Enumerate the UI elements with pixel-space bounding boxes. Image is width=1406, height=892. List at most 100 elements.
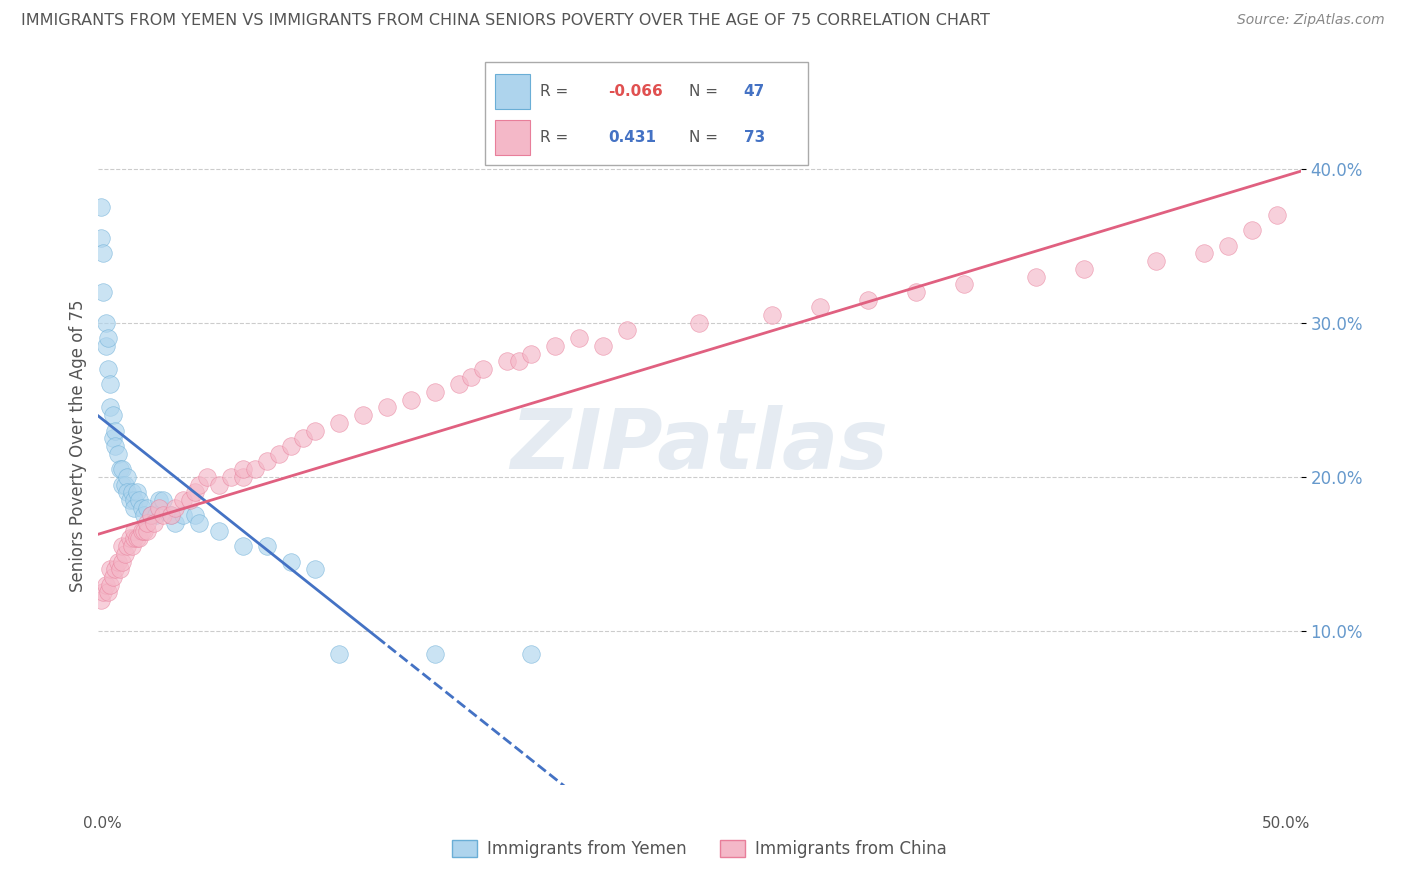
Point bbox=[91, 246, 114, 260]
Point bbox=[117, 539, 139, 553]
Point bbox=[152, 492, 174, 507]
FancyBboxPatch shape bbox=[495, 120, 530, 155]
Point bbox=[107, 555, 129, 569]
Point bbox=[111, 555, 134, 569]
Point bbox=[104, 439, 127, 453]
Point bbox=[1194, 246, 1216, 260]
Point bbox=[232, 539, 254, 553]
Point bbox=[1144, 254, 1167, 268]
Point bbox=[1073, 261, 1095, 276]
Point bbox=[114, 477, 136, 491]
FancyBboxPatch shape bbox=[495, 74, 530, 109]
Point bbox=[761, 308, 783, 322]
Point bbox=[304, 424, 326, 438]
Text: R =: R = bbox=[540, 84, 568, 99]
Point bbox=[304, 562, 326, 576]
Text: N =: N = bbox=[689, 84, 718, 99]
Point bbox=[172, 492, 194, 507]
Point bbox=[267, 447, 290, 461]
Point bbox=[94, 316, 117, 330]
Point bbox=[423, 385, 446, 400]
Point bbox=[219, 470, 242, 484]
Point bbox=[1025, 269, 1047, 284]
Point bbox=[124, 500, 146, 515]
Point bbox=[145, 508, 167, 523]
Text: 50.0%: 50.0% bbox=[1263, 816, 1310, 830]
Point bbox=[1218, 238, 1240, 252]
Point bbox=[1241, 223, 1264, 237]
Point bbox=[104, 424, 127, 438]
Point bbox=[135, 516, 157, 530]
Text: 47: 47 bbox=[744, 84, 765, 99]
Text: 73: 73 bbox=[744, 130, 765, 145]
Point bbox=[291, 431, 314, 445]
Point bbox=[121, 485, 143, 500]
Point bbox=[111, 462, 134, 476]
Point bbox=[128, 532, 150, 546]
Point bbox=[159, 508, 181, 523]
Text: 0.431: 0.431 bbox=[607, 130, 657, 145]
Point bbox=[508, 354, 530, 368]
Point bbox=[104, 562, 127, 576]
Point bbox=[328, 647, 350, 661]
Point bbox=[100, 577, 122, 591]
Point bbox=[183, 485, 205, 500]
Point bbox=[447, 377, 470, 392]
Point bbox=[399, 392, 422, 407]
Text: IMMIGRANTS FROM YEMEN VS IMMIGRANTS FROM CHINA SENIORS POVERTY OVER THE AGE OF 7: IMMIGRANTS FROM YEMEN VS IMMIGRANTS FROM… bbox=[21, 13, 990, 29]
Point bbox=[100, 401, 122, 415]
Point bbox=[97, 331, 120, 345]
Point bbox=[131, 500, 153, 515]
FancyBboxPatch shape bbox=[485, 62, 808, 165]
Point bbox=[148, 492, 170, 507]
Text: R =: R = bbox=[540, 130, 568, 145]
Point bbox=[208, 477, 231, 491]
Point bbox=[94, 577, 117, 591]
Point bbox=[256, 539, 278, 553]
Point bbox=[124, 492, 146, 507]
Point bbox=[118, 532, 141, 546]
Point bbox=[131, 524, 153, 538]
Point bbox=[117, 485, 139, 500]
Point bbox=[90, 593, 112, 607]
Point bbox=[256, 454, 278, 468]
Point bbox=[1265, 208, 1288, 222]
Point bbox=[188, 516, 211, 530]
Point bbox=[132, 508, 155, 523]
Point bbox=[125, 485, 148, 500]
Point bbox=[125, 532, 148, 546]
Point bbox=[141, 508, 163, 523]
Point bbox=[188, 477, 211, 491]
Legend: Immigrants from Yemen, Immigrants from China: Immigrants from Yemen, Immigrants from C… bbox=[446, 833, 953, 864]
Point bbox=[90, 200, 112, 214]
Text: 0.0%: 0.0% bbox=[83, 816, 122, 830]
Point bbox=[124, 524, 146, 538]
Point bbox=[179, 492, 201, 507]
Point bbox=[101, 570, 124, 584]
Point bbox=[328, 416, 350, 430]
Point bbox=[108, 462, 131, 476]
Point bbox=[108, 562, 131, 576]
Point bbox=[904, 285, 927, 299]
Point bbox=[107, 447, 129, 461]
Point bbox=[544, 339, 567, 353]
Point bbox=[280, 555, 302, 569]
Point bbox=[460, 369, 482, 384]
Point bbox=[232, 470, 254, 484]
Text: N =: N = bbox=[689, 130, 718, 145]
Point bbox=[111, 477, 134, 491]
Point bbox=[101, 408, 124, 422]
Point bbox=[91, 585, 114, 599]
Point bbox=[208, 524, 231, 538]
Point bbox=[121, 539, 143, 553]
Point bbox=[118, 492, 141, 507]
Point bbox=[195, 470, 218, 484]
Point bbox=[688, 316, 710, 330]
Point bbox=[90, 231, 112, 245]
Point bbox=[101, 431, 124, 445]
Text: -0.066: -0.066 bbox=[607, 84, 662, 99]
Point bbox=[100, 377, 122, 392]
Point bbox=[142, 516, 165, 530]
Point bbox=[159, 508, 181, 523]
Point bbox=[496, 354, 519, 368]
